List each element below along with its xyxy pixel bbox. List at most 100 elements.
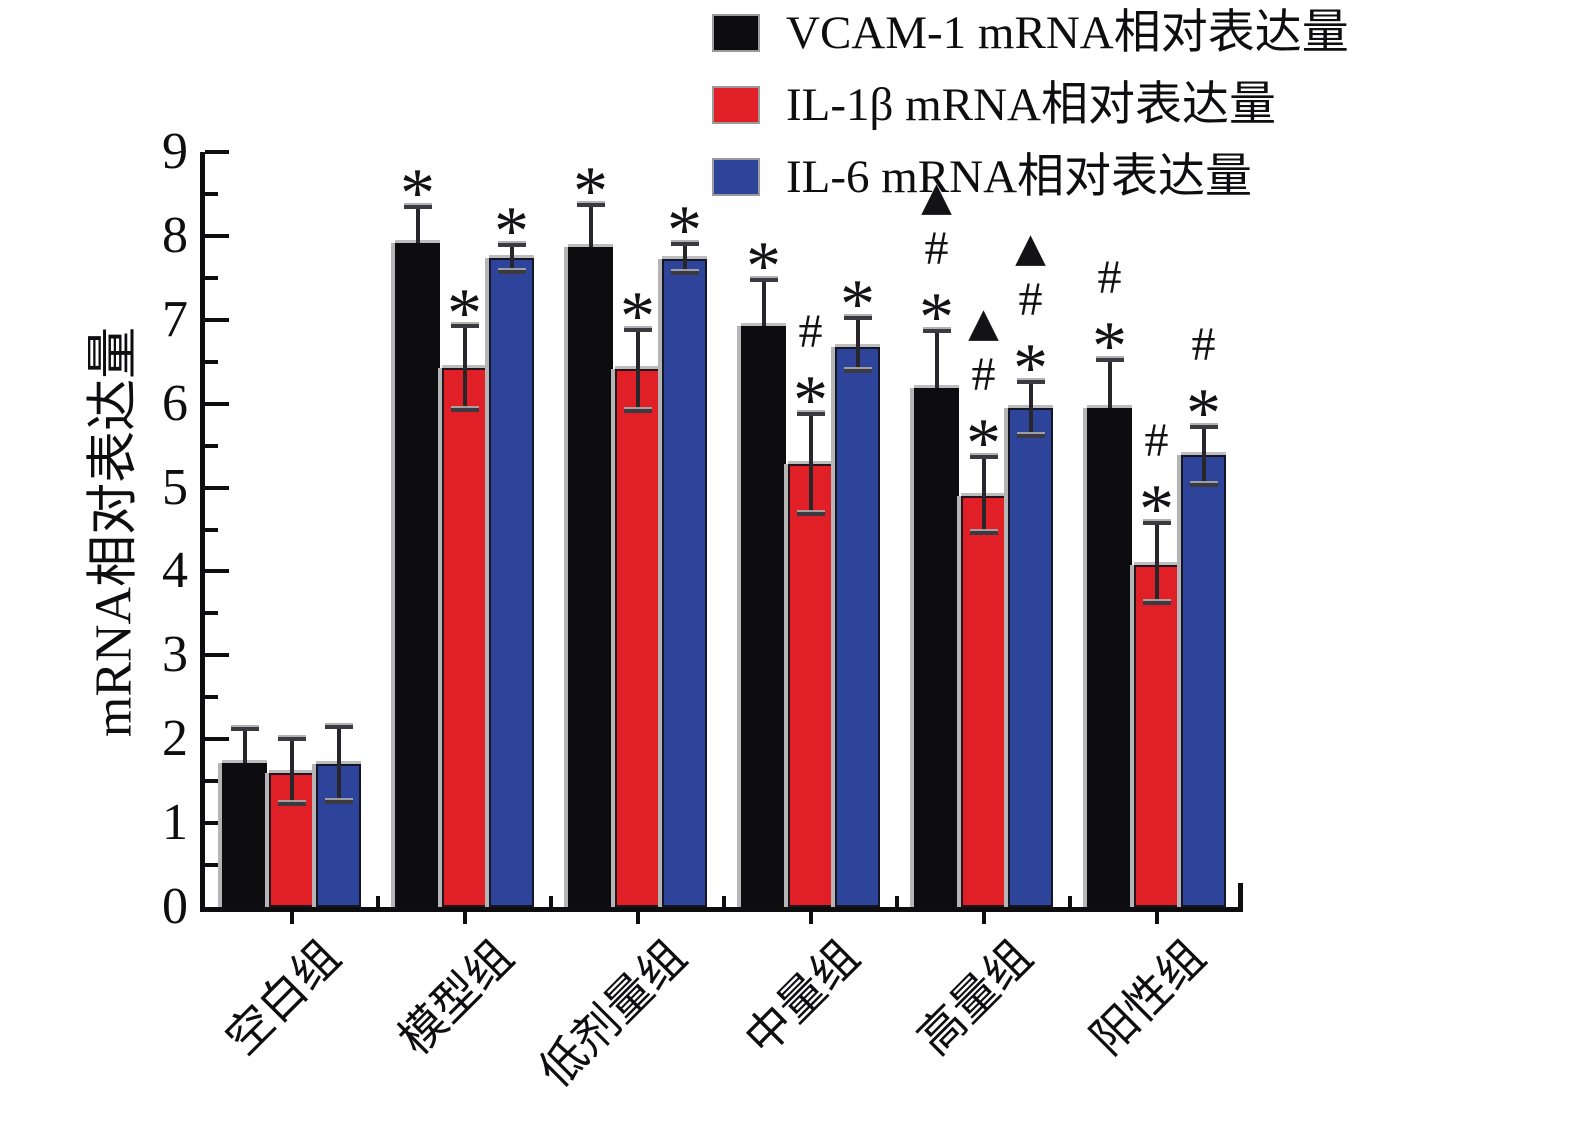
y-tick-label: 7 [162, 290, 188, 348]
y-tick-label: 5 [162, 458, 188, 516]
bar [489, 257, 534, 907]
error-bar-lower [808, 464, 813, 514]
legend-label: VCAM-1 mRNA相对表达量 [786, 7, 1349, 59]
error-bar-upper-cap [796, 411, 825, 416]
y-minor-tick [205, 191, 218, 196]
significance-marks: * [719, 227, 809, 305]
error-bar-upper-cap [450, 324, 479, 329]
y-minor-tick [205, 863, 218, 868]
error-bar-upper [336, 726, 341, 765]
error-bar-lower-cap [623, 409, 652, 414]
y-tick-label: 1 [162, 794, 188, 852]
error-bar-upper [415, 206, 420, 243]
error-bar-upper [682, 244, 687, 259]
error-bar-lower-cap [497, 269, 526, 274]
x-minor-tick [1068, 896, 1072, 907]
error-bar-lower [682, 258, 687, 273]
error-bar-lower [981, 495, 986, 533]
x-minor-tick [895, 896, 899, 907]
y-tick-label: 8 [162, 206, 188, 264]
error-bar-upper [635, 329, 640, 370]
error-bar-upper [1028, 381, 1033, 408]
error-bar-upper [462, 326, 467, 369]
error-bar-upper-cap [497, 243, 526, 248]
significance-marks: * [420, 275, 510, 352]
x-category-label: 空白组 [215, 930, 350, 1065]
bar [615, 369, 660, 907]
significance-marks: # * [1112, 413, 1202, 548]
error-bar-lower-cap [796, 511, 825, 516]
legend-swatch-icon [712, 86, 760, 124]
y-major-tick [205, 821, 229, 826]
x-category-label: 低剂量组 [529, 930, 696, 1097]
significance-marks: * [813, 266, 903, 343]
y-tick-label: 6 [162, 374, 188, 432]
x-category-label: 模型组 [388, 930, 523, 1065]
legend-swatch-icon [712, 14, 760, 52]
bar [914, 387, 959, 907]
asterisk-mark: * [667, 192, 702, 270]
asterisk-mark: * [1186, 375, 1221, 453]
y-minor-tick [205, 695, 218, 700]
bar [316, 764, 361, 907]
error-bar-upper-cap [1016, 379, 1045, 384]
y-major-tick [205, 737, 229, 742]
significance-marks: * [467, 193, 557, 270]
error-bar-lower [336, 764, 341, 803]
y-minor-tick [205, 275, 218, 280]
error-bar-lower [1201, 454, 1206, 486]
error-bar-lower-cap [1016, 433, 1045, 438]
legend-item: IL-6 mRNA相对表达量 [712, 152, 1349, 202]
error-bar-upper-cap [623, 327, 652, 332]
x-minor-tick [549, 896, 553, 907]
y-minor-tick [205, 611, 218, 616]
error-bar-upper-cap [1142, 520, 1171, 525]
hash-mark: # [1144, 413, 1169, 467]
error-bar-upper [1154, 522, 1159, 565]
error-bar-lower [509, 257, 514, 272]
bar [568, 246, 613, 907]
error-bar-lower [289, 772, 294, 804]
legend-label: IL-1β mRNA相对表达量 [786, 79, 1276, 131]
error-bar-lower-cap [969, 530, 998, 535]
bar [662, 258, 707, 907]
legend-item: VCAM-1 mRNA相对表达量 [712, 8, 1349, 58]
bar [835, 346, 880, 907]
bar [1181, 454, 1226, 907]
hash-mark: # [798, 304, 823, 358]
error-bar-upper [242, 729, 247, 763]
y-minor-tick [205, 527, 218, 532]
legend-label: IL-6 mRNA相对表达量 [786, 151, 1253, 203]
error-bar-upper-cap [843, 316, 872, 321]
error-bar-lower-cap [324, 800, 353, 805]
error-bar-upper-cap [670, 242, 699, 247]
error-bar-lower-cap [1189, 483, 1218, 488]
error-bar-upper [588, 204, 593, 247]
y-tick-label: 3 [162, 626, 188, 684]
asterisk-mark: * [746, 227, 781, 305]
legend-swatch-icon [712, 158, 760, 196]
error-bar-lower-cap [277, 801, 306, 806]
error-bar-lower [855, 346, 860, 371]
bar [395, 242, 440, 907]
error-bar-upper [1107, 360, 1112, 408]
significance-marks: # * [766, 304, 856, 439]
asterisk-mark: * [793, 361, 828, 439]
error-bar-upper-cap [749, 277, 778, 282]
x-category-label: 阳性组 [1080, 930, 1215, 1065]
error-bar-lower [635, 369, 640, 412]
hash-mark: # [924, 221, 949, 275]
error-bar-lower-cap [1142, 601, 1171, 606]
asterisk-mark: * [573, 152, 608, 230]
x-axis-down-tick [1154, 912, 1159, 924]
y-tick-label: 0 [162, 878, 188, 935]
significance-marks: * [640, 192, 730, 270]
error-bar-upper [934, 330, 939, 388]
triangle-mark: ▲ [968, 299, 999, 346]
asterisk-mark: * [620, 277, 655, 355]
error-bar-lower-cap [450, 408, 479, 413]
asterisk-mark: * [1013, 329, 1048, 407]
error-bar-upper-cap [324, 724, 353, 729]
bar [1134, 564, 1179, 907]
